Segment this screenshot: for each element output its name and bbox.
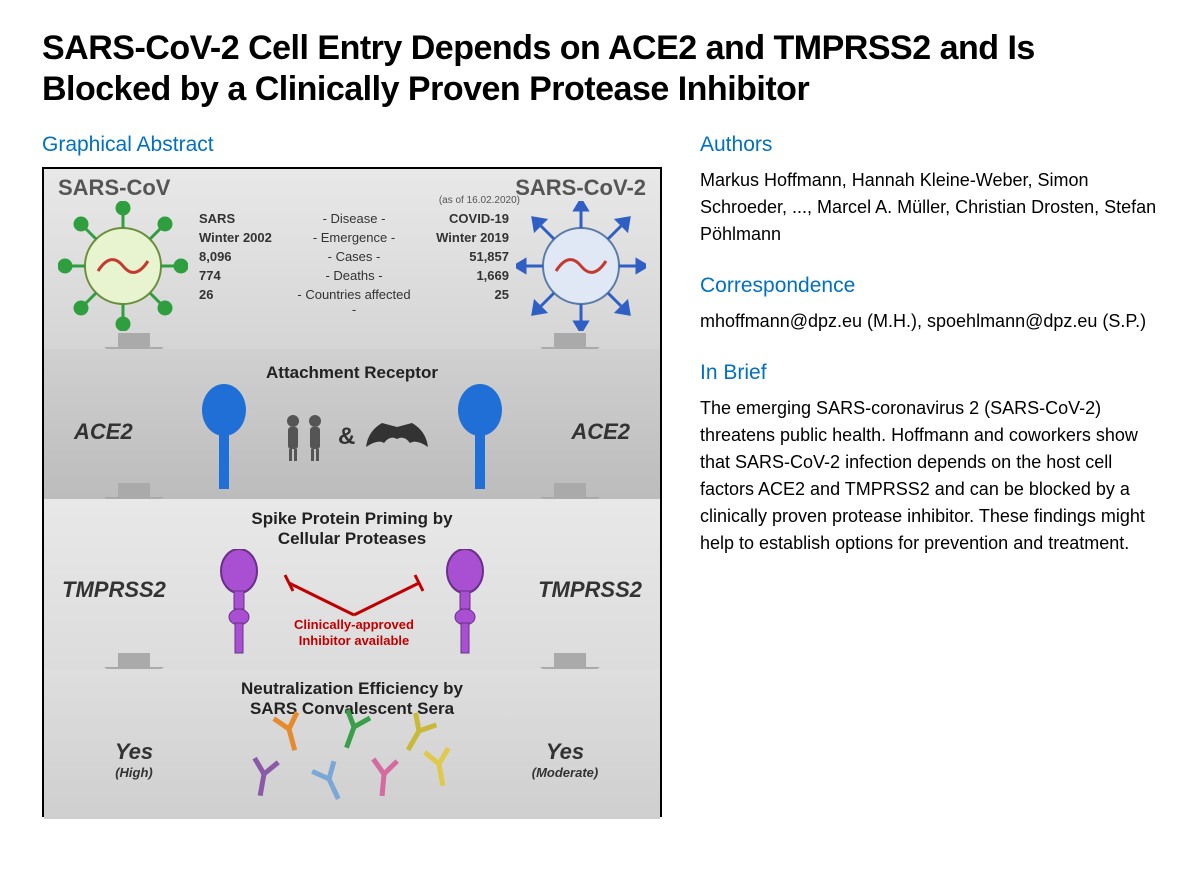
people-icon [282,413,328,463]
ace2-receptor-icon [194,384,254,494]
cell-right: 25 [414,287,509,317]
panel-neutralization: Neutralization Efficiency by SARS Conval… [44,669,660,819]
tmprss2-left-label: TMPRSS2 [62,577,166,603]
in-brief-heading: In Brief [700,361,1158,385]
bat-icon [362,421,432,457]
virus-right-label: SARS-CoV-2 [515,175,646,201]
virus-sars-cov-icon [58,201,188,331]
inhibitor-text-2: Inhibitor available [264,633,444,648]
yes-right-label: Yes (Moderate) [510,739,620,780]
cell-left: 774 [199,268,294,283]
graphical-abstract-diagram: SARS-CoV SARS-CoV-2 (as of 16.02.2020) [42,167,662,817]
panel-attachment-receptor: Attachment Receptor ACE2 ACE2 [44,349,660,499]
left-column: Graphical Abstract SARS-CoV SARS-CoV-2 (… [42,133,662,817]
ace2-receptor-icon [450,384,510,494]
ampersand-label: & [338,423,355,451]
spike-priming-title-2: Cellular Proteases [44,529,660,549]
as-of-date: (as of 16.02.2020) [439,195,520,206]
tmprss2-right-label: TMPRSS2 [538,577,642,603]
correspondence-text: mhoffmann@dpz.eu (M.H.), spoehlmann@dpz.… [700,308,1158,335]
yes-right-text: Yes [546,739,584,764]
cell-left: Winter 2002 [199,230,294,245]
page-title: SARS-CoV-2 Cell Entry Depends on ACE2 an… [42,28,1158,111]
cell-left: 26 [199,287,294,317]
cell-right: Winter 2019 [414,230,509,245]
attachment-receptor-title: Attachment Receptor [44,363,660,383]
table-row: Winter 2002 - Emergence - Winter 2019 [199,228,509,247]
yes-left-text: Yes [115,739,153,764]
right-column: Authors Markus Hoffmann, Hannah Kleine-W… [700,133,1158,817]
ace2-right-label: ACE2 [571,419,630,445]
cell-right: 51,857 [414,249,509,264]
authors-heading: Authors [700,133,1158,157]
correspondence-block: Correspondence mhoffmann@dpz.eu (M.H.), … [700,274,1158,335]
virus-sars-cov2-icon [516,201,646,331]
cell-mid: - Cases - [294,249,414,264]
cell-mid: - Countries affected - [294,287,414,317]
cell-left: 8,096 [199,249,294,264]
spike-priming-title-1: Spike Protein Priming by [44,509,660,529]
cell-right: COVID-19 [414,211,509,226]
authors-block: Authors Markus Hoffmann, Hannah Kleine-W… [700,133,1158,248]
content-columns: Graphical Abstract SARS-CoV SARS-CoV-2 (… [42,133,1158,817]
in-brief-block: In Brief The emerging SARS-coronavirus 2… [700,361,1158,557]
cell-right: 1,669 [414,268,509,283]
cell-left: SARS [199,211,294,226]
table-row: 8,096 - Cases - 51,857 [199,247,509,266]
authors-text: Markus Hoffmann, Hannah Kleine-Weber, Si… [700,167,1158,248]
table-row: SARS - Disease - COVID-19 [199,209,509,228]
panel-spike-priming: Spike Protein Priming by Cellular Protea… [44,499,660,669]
panel-viruses: SARS-CoV SARS-CoV-2 (as of 16.02.2020) [44,169,660,349]
antibodies-icon [234,709,474,819]
graphical-abstract-heading: Graphical Abstract [42,133,662,157]
correspondence-heading: Correspondence [700,274,1158,298]
yes-left-sub: (High) [84,765,184,780]
in-brief-text: The emerging SARS-coronavirus 2 (SARS-Co… [700,395,1158,557]
table-row: 774 - Deaths - 1,669 [199,266,509,285]
cell-mid: - Deaths - [294,268,414,283]
yes-left-label: Yes (High) [84,739,184,780]
cell-mid: - Disease - [294,211,414,226]
cell-mid: - Emergence - [294,230,414,245]
neutralization-title-1: Neutralization Efficiency by [44,679,660,699]
ace2-left-label: ACE2 [74,419,133,445]
yes-right-sub: (Moderate) [510,765,620,780]
table-row: 26 - Countries affected - 25 [199,285,509,319]
inhibitor-text-1: Clinically-approved [264,617,444,632]
comparison-table: SARS - Disease - COVID-19 Winter 2002 - … [199,209,509,319]
virus-left-label: SARS-CoV [58,175,170,201]
